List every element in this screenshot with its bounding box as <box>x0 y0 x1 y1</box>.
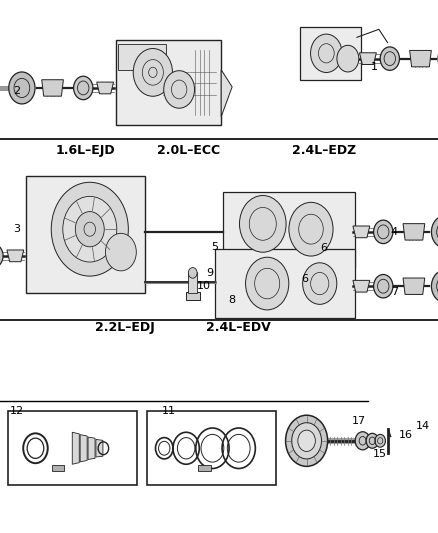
Circle shape <box>431 270 438 302</box>
Bar <box>186 292 200 300</box>
Polygon shape <box>403 278 425 294</box>
Bar <box>52 465 64 471</box>
Text: 7: 7 <box>391 287 398 297</box>
Polygon shape <box>353 226 370 238</box>
Text: 8: 8 <box>229 295 236 304</box>
Circle shape <box>63 196 117 262</box>
Text: 2.4L–EDV: 2.4L–EDV <box>206 321 271 334</box>
Text: 6: 6 <box>321 243 328 253</box>
Circle shape <box>375 434 385 447</box>
Text: 1.6L–EJD: 1.6L–EJD <box>56 144 115 157</box>
Text: 9: 9 <box>206 269 213 278</box>
Bar <box>223 192 355 266</box>
Circle shape <box>431 216 438 248</box>
Circle shape <box>286 415 328 466</box>
Text: 12: 12 <box>10 407 24 416</box>
Bar <box>215 249 355 318</box>
Bar <box>118 44 166 70</box>
Circle shape <box>246 257 289 310</box>
Text: 2.4L–EDZ: 2.4L–EDZ <box>292 144 356 157</box>
Circle shape <box>311 34 342 72</box>
Text: 6: 6 <box>301 274 308 284</box>
Bar <box>198 465 211 471</box>
Circle shape <box>292 423 321 459</box>
Text: 16: 16 <box>399 431 413 440</box>
Circle shape <box>355 432 370 450</box>
Circle shape <box>74 76 93 100</box>
Text: 2.2L–EDJ: 2.2L–EDJ <box>95 321 155 334</box>
Text: 15: 15 <box>373 449 387 459</box>
Text: 5: 5 <box>211 242 218 252</box>
Text: 2.0L–ECC: 2.0L–ECC <box>157 144 220 157</box>
Circle shape <box>75 212 104 247</box>
Polygon shape <box>7 250 24 262</box>
Bar <box>26 176 145 293</box>
Polygon shape <box>221 70 232 117</box>
Text: 17: 17 <box>352 416 366 426</box>
Circle shape <box>303 263 337 304</box>
Polygon shape <box>403 224 425 240</box>
Circle shape <box>133 49 173 96</box>
Bar <box>8 411 137 485</box>
Polygon shape <box>80 435 87 462</box>
Text: 3: 3 <box>13 224 20 234</box>
Polygon shape <box>88 437 95 459</box>
Circle shape <box>188 268 197 278</box>
Polygon shape <box>96 439 103 457</box>
Circle shape <box>0 244 3 268</box>
Polygon shape <box>360 53 376 64</box>
Text: 4: 4 <box>391 227 398 237</box>
Circle shape <box>289 203 333 256</box>
Text: 10: 10 <box>197 281 211 290</box>
Polygon shape <box>97 82 113 94</box>
Polygon shape <box>410 51 431 67</box>
Bar <box>116 40 221 125</box>
Circle shape <box>51 182 128 276</box>
Polygon shape <box>353 280 370 292</box>
Text: 11: 11 <box>162 407 176 416</box>
Circle shape <box>298 430 315 451</box>
Polygon shape <box>42 80 64 96</box>
Bar <box>300 27 361 80</box>
Circle shape <box>374 274 393 298</box>
Circle shape <box>337 45 359 72</box>
Text: 14: 14 <box>416 422 430 431</box>
Bar <box>147 411 276 485</box>
Circle shape <box>366 433 378 448</box>
Circle shape <box>106 233 136 271</box>
Circle shape <box>240 196 286 252</box>
Circle shape <box>9 72 35 104</box>
Circle shape <box>164 71 194 108</box>
Polygon shape <box>72 432 79 464</box>
Text: 1: 1 <box>371 62 378 71</box>
Circle shape <box>374 220 393 244</box>
Circle shape <box>380 47 399 70</box>
Bar <box>188 272 197 293</box>
Text: 2: 2 <box>13 86 20 95</box>
